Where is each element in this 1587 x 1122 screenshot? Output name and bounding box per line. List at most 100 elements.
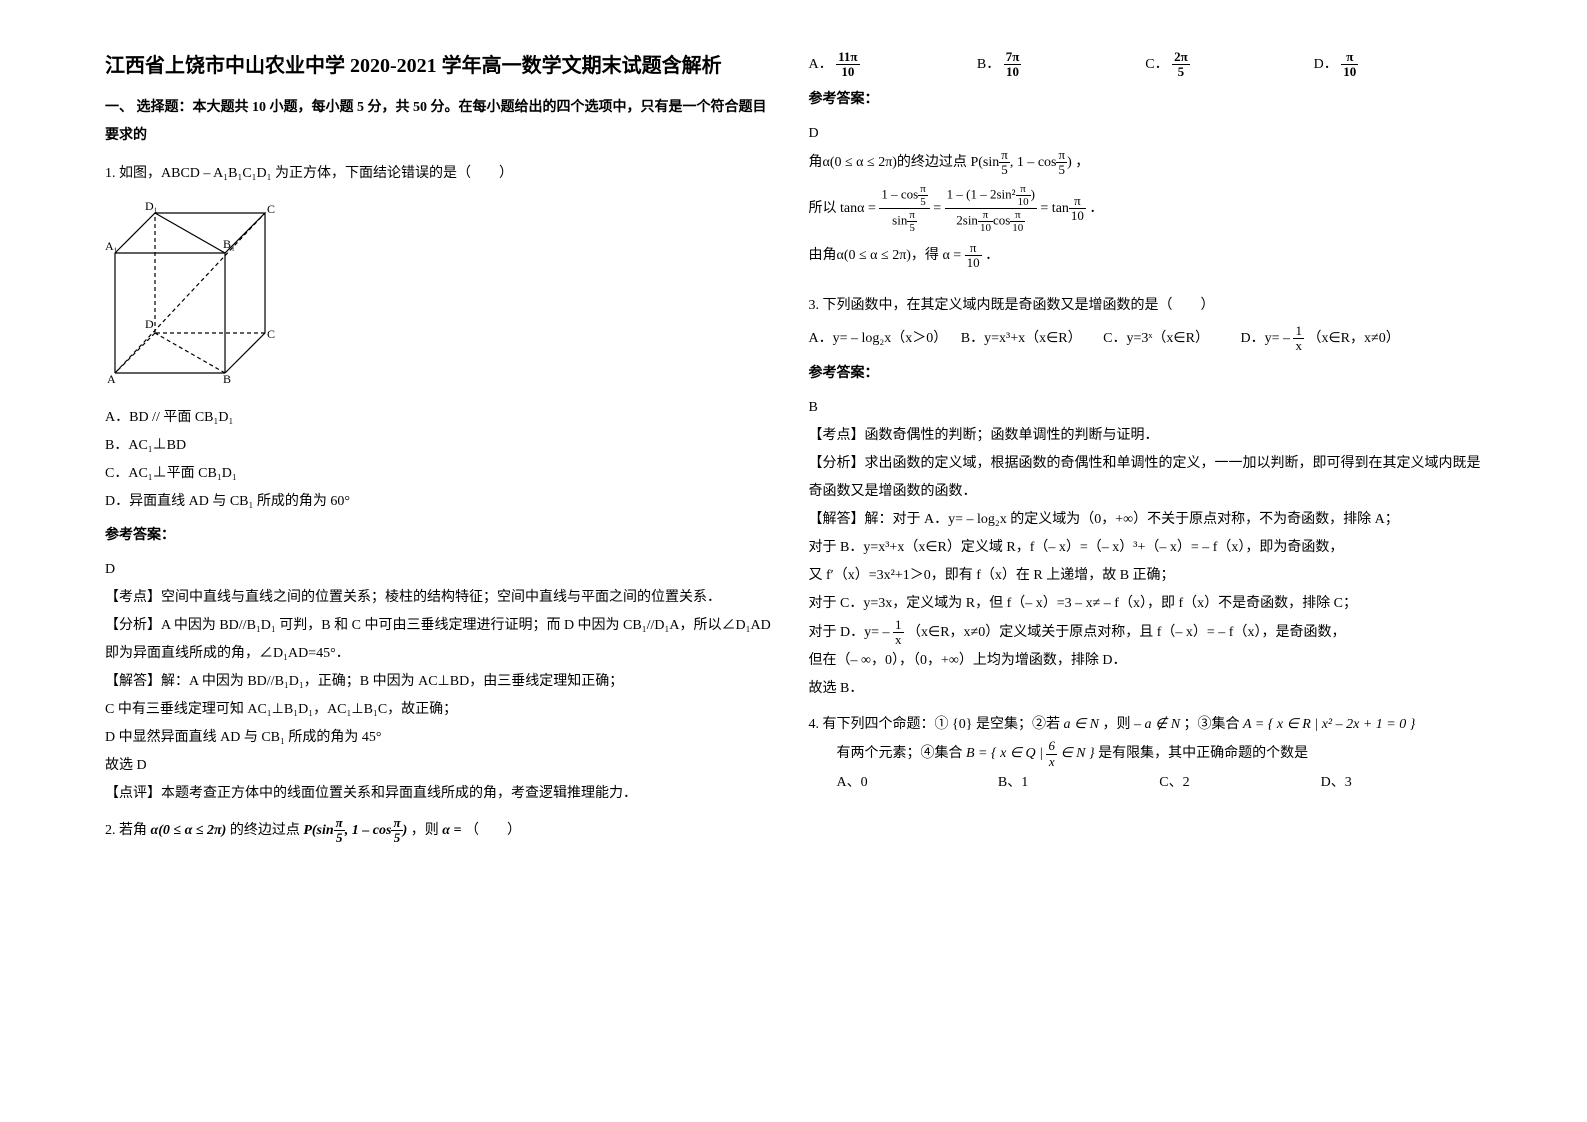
q2-line1b: ， — [1075, 155, 1089, 170]
q2-line2b: ． — [1089, 201, 1103, 216]
exam-title: 江西省上饶市中山农业中学 2020-2021 学年高一数学文期末试题含解析 — [105, 50, 779, 82]
svg-text:D₁: D₁ — [145, 199, 158, 213]
q2-answer: D — [809, 120, 1483, 148]
q3-point: 【考点】函数奇偶性的判断；函数单调性的判断与证明． — [809, 422, 1483, 450]
q1-answer: D — [105, 556, 779, 584]
svg-text:C₁: C₁ — [267, 202, 275, 216]
q4-stem-d: ；③集合 — [1184, 717, 1240, 732]
q4-line2b: 是有限集，其中正确命题的个数是 — [1098, 746, 1308, 761]
q1-figure: A B C D A₁ B₁ C₁ D₁ — [105, 198, 779, 394]
svg-text:A₁: A₁ — [105, 239, 118, 253]
q2-line3a: 由角α(0 ≤ α ≤ 2π)，得 — [809, 248, 939, 263]
q1-opt-a: A．BD // 平面 CB₁D₁ — [105, 404, 779, 432]
q3-stem: 3. 下列函数中，在其定义域内既是奇函数又是增函数的是（ ） — [809, 292, 1483, 320]
q2-stem-d: （ ） — [465, 823, 521, 838]
q2-line3: 由角α(0 ≤ α ≤ 2π)，得 α = π10 ． — [809, 241, 1483, 271]
q1-solve-1: 【解答】解：A 中因为 BD//B₁D₁，正确；B 中因为 AC⊥BD，由三垂线… — [105, 668, 779, 696]
q3-s4: 对于 C．y=3x，定义域为 R，但 f（– x）=3 – x≠ – f（x），… — [809, 590, 1483, 618]
svg-text:B: B — [223, 372, 231, 383]
q2-opt-a-label: A． — [809, 57, 833, 72]
q3-s1: 【解答】解：对于 A．y= – log₂x 的定义域为（0，+∞）不关于原点对称… — [809, 506, 1483, 534]
q3-s5b: （x∈R，x≠0）定义域关于原点对称，且 f（– x）= – f（x），是奇函数… — [907, 625, 1345, 640]
q1-answer-label: 参考答案： — [105, 522, 779, 550]
q4-cond2: – a ∉ N — [1134, 717, 1180, 732]
q2-alpha-eq: α = — [442, 823, 461, 838]
q4-line2a: 有两个元素；④集合 — [837, 746, 963, 761]
q2-opt-c-num: 2π — [1172, 50, 1190, 65]
svg-text:B₁: B₁ — [223, 237, 235, 251]
q2-opt-b-num: 7π — [1004, 50, 1022, 65]
q1-opt-c: C．AC₁⊥平面 CB₁D₁ — [105, 460, 779, 488]
q2-point-P-2: P(sinπ5, 1 – cosπ5) — [970, 155, 1071, 170]
q2-opt-c-den: 5 — [1172, 65, 1190, 79]
q4-opt-b: B、1 — [998, 769, 1159, 797]
q2-stem-b: 的终边过点 — [230, 823, 300, 838]
svg-text:C: C — [267, 327, 275, 341]
q3-answer: B — [809, 394, 1483, 422]
q3-s2: 对于 B．y=x³+x（x∈R）定义域 R，f（– x）=（– x）³+（– x… — [809, 534, 1483, 562]
q2-opt-a-num: 11π — [836, 50, 859, 65]
q1-analysis: 【分析】A 中因为 BD//B₁D₁ 可判，B 和 C 中可由三垂线定理进行证明… — [105, 612, 779, 668]
q2-opt-b-label: B． — [977, 57, 1000, 72]
q4-opt-c: C、2 — [1159, 769, 1320, 797]
q3-s5-frac: 1x — [893, 618, 904, 648]
q3-options: A．y= – log₂x（x＞0） B．y=x³+x（x∈R） C．y=3ˣ（x… — [809, 324, 1483, 354]
q4-cond1: a ∈ N — [1063, 717, 1099, 732]
q3-opt-d-b: （x∈R，x≠0） — [1307, 331, 1399, 346]
q2-answer-label: 参考答案： — [809, 86, 1483, 114]
question-2-stem: 2. 若角 α(0 ≤ α ≤ 2π) 的终边过点 P(sinπ5, 1 – c… — [105, 816, 779, 846]
q4-opt-d: D、3 — [1321, 769, 1482, 797]
q3-s6: 但在（– ∞，0），（0，+∞）上均为增函数，排除 D． — [809, 647, 1483, 675]
question-4: 4. 有下列四个命题：① {0} 是空集；②若 a ∈ N ，则 – a ∉ N… — [809, 711, 1483, 797]
q2-stem-c: ，则 — [411, 823, 439, 838]
section-1-head: 一、 选择题：本大题共 10 小题，每小题 5 分，共 50 分。在每小题给出的… — [105, 94, 779, 150]
q3-s7: 故选 B． — [809, 675, 1483, 703]
q2-opt-d-label: D． — [1314, 57, 1338, 72]
q4-stem-a: 4. 有下列四个命题：① — [809, 717, 949, 732]
q3-opt-d-frac: 1x — [1293, 324, 1304, 354]
svg-text:A: A — [107, 372, 116, 383]
q3-opt-a: A．y= – log₂x（x＞0） — [809, 331, 948, 346]
q2-point-P: P(sinπ5, 1 – cosπ5) — [303, 823, 407, 838]
q1-solve-2: C 中有三垂线定理可知 AC₁⊥B₁D₁，AC₁⊥B₁C，故正确； — [105, 696, 779, 724]
q3-opt-d-a: D．y= – — [1240, 331, 1290, 346]
q4-setB: B = { x ∈ Q | 6x ∈ N } — [966, 746, 1095, 761]
q3-opt-b: B．y=x³+x（x∈R） — [961, 331, 1082, 346]
q4-setA: A = { x ∈ R | x² – 2x + 1 = 0 } — [1243, 717, 1415, 732]
q3-analysis: 【分析】求出函数的定义域，根据函数的奇偶性和单调性的定义，一一加以判断，即可得到… — [809, 450, 1483, 506]
q1-point: 【考点】空间中直线与直线之间的位置关系；棱柱的结构特征；空间中直线与平面之间的位… — [105, 584, 779, 612]
q1-comment: 【点评】本题考查正方体中的线面位置关系和异面直线所成的角，考查逻辑推理能力． — [105, 780, 779, 808]
q3-answer-label: 参考答案： — [809, 360, 1483, 388]
q2-tan-formula: tanα = 1 – cosπ5 sinπ5 = 1 – (1 – 2sin²π… — [840, 201, 1089, 216]
q2-opt-c-label: C． — [1145, 57, 1168, 72]
q3-s5a: 对于 D．y= – — [809, 625, 890, 640]
q2-line3b: ． — [985, 248, 999, 263]
q2-tan-derive: 所以 tanα = 1 – cosπ5 sinπ5 = 1 – (1 – 2si… — [809, 183, 1483, 234]
q1-solve-4: 故选 D — [105, 752, 779, 780]
q4-stem-b: 是空集；②若 — [976, 717, 1060, 732]
q2-line2a: 所以 — [809, 201, 837, 216]
q3-opt-c: C．y=3ˣ（x∈R） — [1103, 331, 1209, 346]
q2-stem-a: 2. 若角 — [105, 823, 147, 838]
svg-text:D: D — [145, 317, 154, 331]
q3-s5: 对于 D．y= – 1x （x∈R，x≠0）定义域关于原点对称，且 f（– x）… — [809, 618, 1483, 648]
q4-stem-c: ，则 — [1103, 717, 1131, 732]
q4-set1: {0} — [952, 717, 972, 732]
q2-opt-d-num: π — [1341, 50, 1358, 65]
q2-options: A． 11π10 B． 7π10 C． 2π5 D． π10 — [809, 50, 1483, 80]
q4-opt-a: A、0 — [837, 769, 998, 797]
question-1: 1. 如图，ABCD – A₁B₁C₁D₁ 为正方体，下面结论错误的是（ ） — [105, 160, 779, 808]
q2-alpha-range: α(0 ≤ α ≤ 2π) — [151, 823, 227, 838]
q3-s3: 又 f′（x）=3x²+1＞0，即有 f（x）在 R 上递增，故 B 正确； — [809, 562, 1483, 590]
q2-opt-d-den: 10 — [1341, 65, 1358, 79]
question-3: 3. 下列函数中，在其定义域内既是奇函数又是增函数的是（ ） A．y= – lo… — [809, 292, 1483, 703]
q2-opt-b-den: 10 — [1004, 65, 1022, 79]
q1-solve-3: D 中显然异面直线 AD 与 CB₁ 所成的角为 45° — [105, 724, 779, 752]
q2-alpha-result: α = π10 — [942, 248, 981, 263]
q1-stem: 1. 如图，ABCD – A₁B₁C₁D₁ 为正方体，下面结论错误的是（ ） — [105, 160, 779, 188]
q2-opt-a-den: 10 — [836, 65, 859, 79]
q1-opt-d: D．异面直线 AD 与 CB₁ 所成的角为 60° — [105, 488, 779, 516]
q2-line1: 角α(0 ≤ α ≤ 2π)的终边过点 P(sinπ5, 1 – cosπ5) … — [809, 148, 1483, 178]
q1-opt-b: B．AC₁⊥BD — [105, 432, 779, 460]
q2-line1a: 角α(0 ≤ α ≤ 2π)的终边过点 — [809, 155, 967, 170]
